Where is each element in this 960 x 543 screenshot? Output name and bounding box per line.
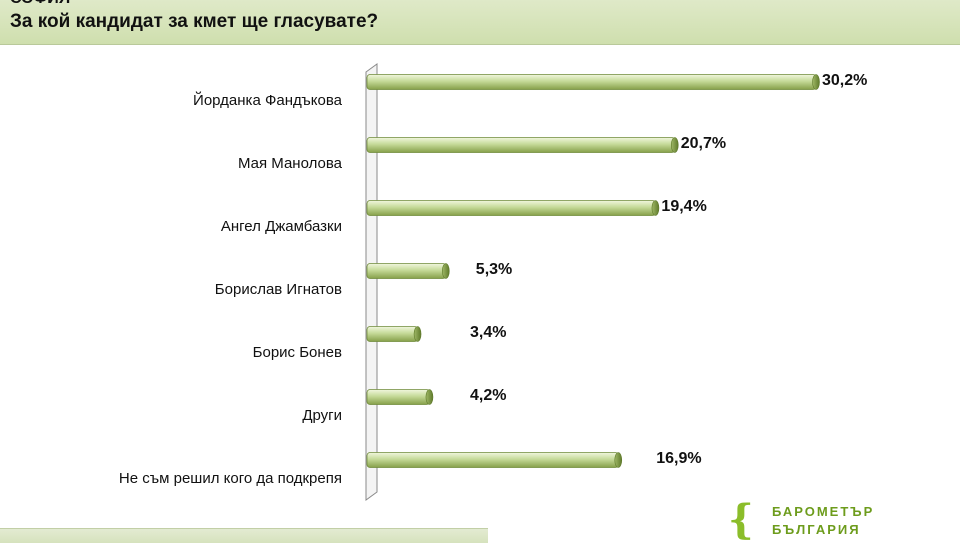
- chart-header: СОФИЯ За кой кандидат за кмет ще гласува…: [0, 0, 960, 45]
- value-label: 19,4%: [661, 198, 707, 215]
- value-label: 4,2%: [470, 387, 507, 404]
- bar-cap: [670, 137, 679, 153]
- logo-line2: БЪЛГАРИЯ: [772, 522, 861, 537]
- bar-body: [366, 263, 447, 279]
- value-label: 16,9%: [656, 450, 702, 467]
- bar: [366, 137, 679, 153]
- bar-body: [366, 452, 619, 468]
- bar: [366, 74, 820, 90]
- header-top-text: СОФИЯ: [10, 0, 70, 8]
- category-label: Йорданка Фандъкова: [193, 92, 342, 109]
- value-label: 3,4%: [470, 324, 507, 341]
- category-label: Не съм решил кого да подкрепя: [118, 470, 342, 487]
- value-label: 20,7%: [680, 135, 727, 152]
- bar-body: [366, 389, 430, 405]
- bar-cap: [651, 200, 660, 216]
- bar-chart-svg: [365, 63, 820, 501]
- footer-bar: [0, 528, 488, 543]
- bar: [366, 200, 660, 216]
- plot-area: Йорданка Фандъкова 30,2% Мая Манолова 20,7%…: [0, 50, 960, 520]
- category-label: Борислав Игнатов: [214, 281, 342, 298]
- chart-title: За кой кандидат за кмет ще гласувате?: [10, 11, 379, 32]
- axis-wall: [365, 63, 378, 501]
- bars-group: [366, 74, 820, 468]
- bar: [366, 389, 434, 405]
- bar-cap: [413, 326, 422, 342]
- bar-cap: [614, 452, 623, 468]
- bar-cap: [441, 263, 450, 279]
- bar: [366, 452, 623, 468]
- bar-body: [366, 137, 676, 153]
- category-label: Други: [302, 407, 342, 424]
- bar: [366, 263, 450, 279]
- bar-body: [366, 200, 656, 216]
- bar-body: [366, 326, 418, 342]
- value-label: 5,3%: [475, 261, 513, 278]
- logo-icon: {: [728, 496, 754, 543]
- bar-cap: [812, 74, 820, 90]
- category-label: Мая Манолова: [237, 155, 342, 172]
- category-label: Ангел Джамбазки: [220, 218, 342, 235]
- bar-cap: [425, 389, 434, 405]
- bar: [366, 326, 422, 342]
- barometer-logo: { БАРОМЕТЪР БЪЛГАРИЯ: [728, 500, 960, 540]
- bar-body: [366, 74, 817, 90]
- category-label: Борис Бонев: [252, 344, 342, 361]
- logo-line1: БАРОМЕТЪР: [772, 504, 875, 519]
- value-label: 30,2%: [822, 72, 868, 89]
